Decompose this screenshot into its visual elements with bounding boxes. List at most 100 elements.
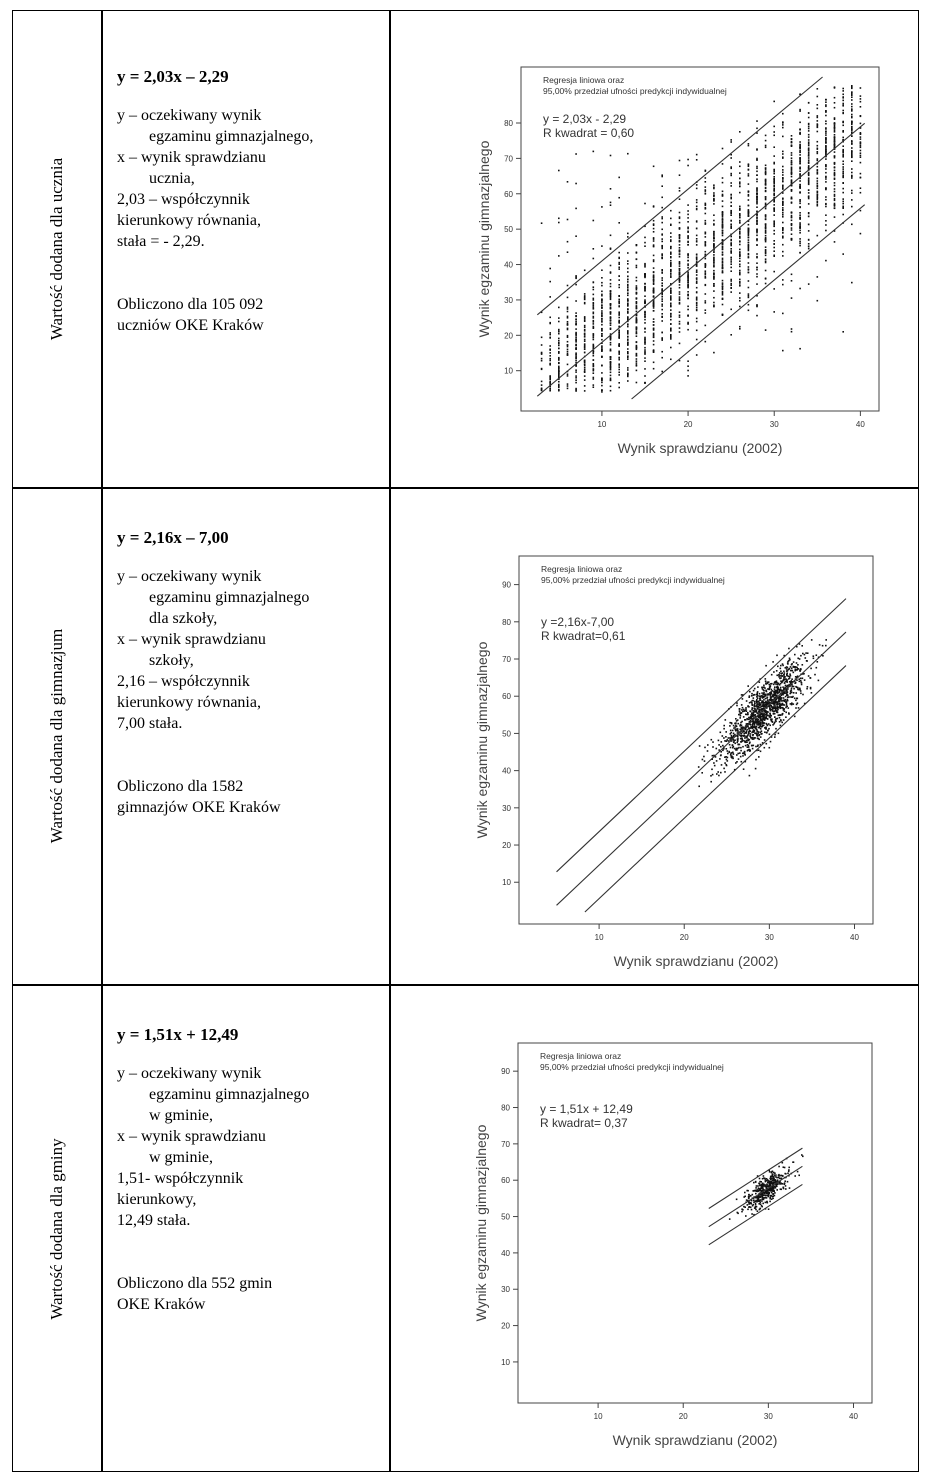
scatter-point: [797, 707, 800, 709]
scatter-point: [618, 312, 620, 314]
scatter-point: [601, 306, 603, 309]
scatter-point: [773, 100, 775, 103]
scatter-point: [758, 738, 760, 741]
scatter-point: [763, 1197, 766, 1199]
scatter-point: [721, 190, 724, 193]
scatter-point: [825, 137, 827, 140]
scatter-point: [822, 655, 824, 657]
scatter-point: [540, 344, 543, 346]
scatter-point: [746, 1189, 748, 1192]
scatter-point: [773, 255, 775, 257]
scatter-point: [747, 190, 750, 192]
scatter-point: [670, 312, 672, 315]
scatter-point: [734, 739, 736, 741]
scatter-point: [713, 269, 715, 272]
scatter-point: [803, 653, 806, 656]
scatter-point: [775, 670, 778, 672]
scatter-point: [796, 645, 798, 648]
scatter-point: [739, 172, 741, 174]
scatter-point: [798, 1174, 800, 1177]
scatter-point: [773, 233, 775, 235]
scatter-point: [796, 675, 799, 677]
scatter-point: [773, 177, 775, 180]
scatter-point: [774, 707, 777, 709]
scatter-point: [751, 707, 754, 709]
scatter-point: [756, 692, 758, 694]
scatter-point: [745, 708, 747, 711]
scatter-point: [635, 332, 638, 335]
scatter-point: [773, 125, 775, 128]
scatter-point: [706, 750, 709, 752]
scatter-point: [763, 717, 766, 719]
scatter-point: [609, 339, 612, 341]
scatter-point: [816, 140, 819, 143]
scatter-point: [575, 347, 577, 350]
scatter-point: [842, 176, 844, 178]
scatter-point: [825, 134, 827, 136]
scatter-point: [750, 714, 752, 716]
y-tick-label: 50: [504, 225, 513, 234]
scatter-point: [777, 686, 779, 689]
scatter-point: [728, 751, 731, 754]
scatter-point: [695, 269, 698, 271]
scatter-point: [601, 320, 603, 322]
scatter-point: [678, 286, 681, 289]
scatter-point: [566, 308, 569, 310]
scatter-point: [747, 183, 750, 185]
scatter-point: [730, 248, 732, 250]
scatter-point: [575, 352, 577, 354]
scatter-point: [627, 298, 629, 300]
scatter-point: [687, 263, 689, 265]
scatter-point: [851, 199, 853, 201]
scatter-point: [784, 667, 787, 669]
scatter-point: [739, 282, 741, 284]
scatter-point: [731, 744, 734, 747]
scatter-point: [782, 707, 784, 709]
scatter-point: [754, 709, 756, 711]
scatter-point: [769, 698, 772, 701]
scatter-point: [782, 209, 784, 211]
scatter-point: [713, 249, 715, 251]
scatter-point: [687, 279, 689, 281]
scatter-point: [549, 296, 551, 298]
scatter-point: [701, 758, 704, 761]
scatter-point: [764, 232, 767, 234]
scatter-point: [635, 301, 638, 304]
scatter-point: [766, 703, 769, 705]
scatter-point: [678, 275, 681, 278]
scatter-point: [652, 271, 655, 273]
scatter-point: [758, 726, 761, 729]
scatter-point: [713, 256, 715, 259]
scatter-point: [851, 152, 853, 154]
scatter-point: [618, 196, 620, 199]
scatter-point: [762, 695, 764, 698]
scatter-point: [773, 204, 775, 206]
scatter-point: [747, 165, 750, 167]
scatter-point: [780, 694, 783, 697]
scatter-point: [780, 689, 783, 692]
scatter-point: [609, 358, 612, 361]
scatter-point: [751, 721, 753, 723]
scatter-point: [756, 273, 758, 275]
scatter-point: [601, 342, 603, 344]
scatter-point: [783, 654, 785, 657]
scatter-point: [765, 1197, 768, 1199]
scatter-point: [797, 688, 800, 691]
scatter-point: [704, 181, 707, 183]
scatter-point: [730, 167, 732, 170]
scatter-point: [842, 99, 844, 102]
scatter-point: [783, 674, 785, 676]
scatter-point: [807, 157, 810, 159]
scatter-point: [782, 121, 784, 123]
scatter-point: [737, 758, 740, 760]
scatter-point: [670, 268, 672, 271]
upper-interval-line: [556, 598, 847, 873]
scatter-point: [757, 726, 760, 729]
scatter-point: [592, 369, 595, 372]
scatter-point: [558, 341, 560, 344]
scatter-point: [774, 1180, 776, 1182]
scatter-point: [816, 196, 819, 198]
scatter-point: [799, 217, 801, 219]
scatter-point: [762, 705, 765, 707]
scatter-point: [790, 161, 793, 164]
